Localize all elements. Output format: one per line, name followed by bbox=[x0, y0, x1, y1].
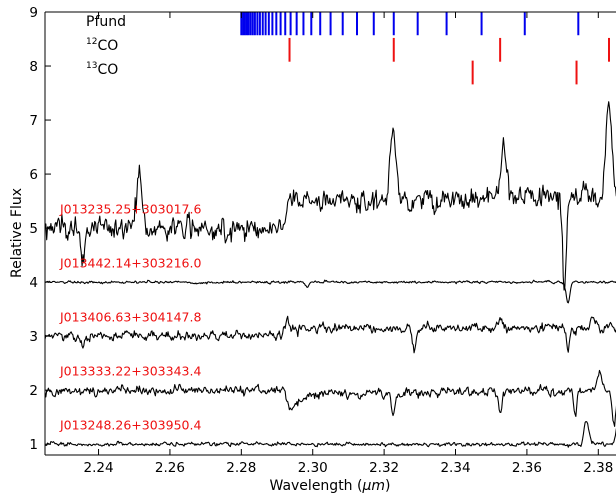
spectrum-label: J013406.63+304147.8 bbox=[59, 310, 201, 325]
y-tick-label: 1 bbox=[29, 437, 38, 453]
species-labels: Pfund 12CO 13CO bbox=[86, 14, 126, 78]
spectra-group bbox=[45, 101, 616, 448]
x-tick-label: 2.34 bbox=[440, 460, 470, 476]
y-tick-label: 4 bbox=[29, 275, 38, 291]
x-axis-title: Wavelength (μm) bbox=[270, 478, 391, 494]
x-tick-label: 2.36 bbox=[512, 460, 542, 476]
x-tick-label: 2.32 bbox=[369, 460, 399, 476]
x-tick-label: 2.24 bbox=[84, 460, 114, 476]
x-tick-label: 2.38 bbox=[583, 460, 613, 476]
spectrum-line bbox=[45, 279, 616, 304]
spectrum-label: J013235.25+303017.6 bbox=[59, 202, 201, 217]
spectrum-line bbox=[45, 421, 616, 448]
spectrum-line bbox=[45, 315, 616, 354]
plot-frame bbox=[44, 11, 616, 456]
y-tick-label: 3 bbox=[29, 329, 38, 345]
y-tick-label: 7 bbox=[29, 113, 38, 129]
y-tick-label: 5 bbox=[29, 221, 38, 237]
x-axis-ticks: 2.24 2.26 2.28 2.30 2.32 2.34 2.36 2.38 bbox=[84, 12, 613, 476]
x-tick-label: 2.30 bbox=[298, 460, 328, 476]
spectrum-labels-group: J013235.25+303017.6 J013442.14+303216.0 J0… bbox=[59, 202, 201, 433]
y-tick-label: 6 bbox=[29, 167, 38, 183]
spectrum-line bbox=[45, 101, 616, 291]
y-axis-title: Relative Flux bbox=[9, 188, 25, 278]
spectrum-label: J013248.26+303950.4 bbox=[59, 418, 201, 433]
x-tick-label: 2.26 bbox=[155, 460, 185, 476]
pfund-label: Pfund bbox=[86, 14, 126, 30]
co13-label: 13CO bbox=[86, 61, 118, 78]
y-tick-label: 8 bbox=[29, 59, 38, 75]
y-axis-ticks: 1 2 3 4 5 6 7 8 9 bbox=[29, 5, 51, 453]
y-tick-label: 2 bbox=[29, 383, 38, 399]
y-tick-label: 9 bbox=[29, 5, 38, 21]
co12-label: 12CO bbox=[86, 37, 118, 54]
spectrum-line bbox=[45, 369, 616, 427]
line-markers-group bbox=[240, 12, 611, 85]
spectrum-label: J013442.14+303216.0 bbox=[59, 256, 201, 271]
x-tick-label: 2.28 bbox=[226, 460, 256, 476]
spectrum-label: J013333.22+303343.4 bbox=[59, 364, 201, 379]
